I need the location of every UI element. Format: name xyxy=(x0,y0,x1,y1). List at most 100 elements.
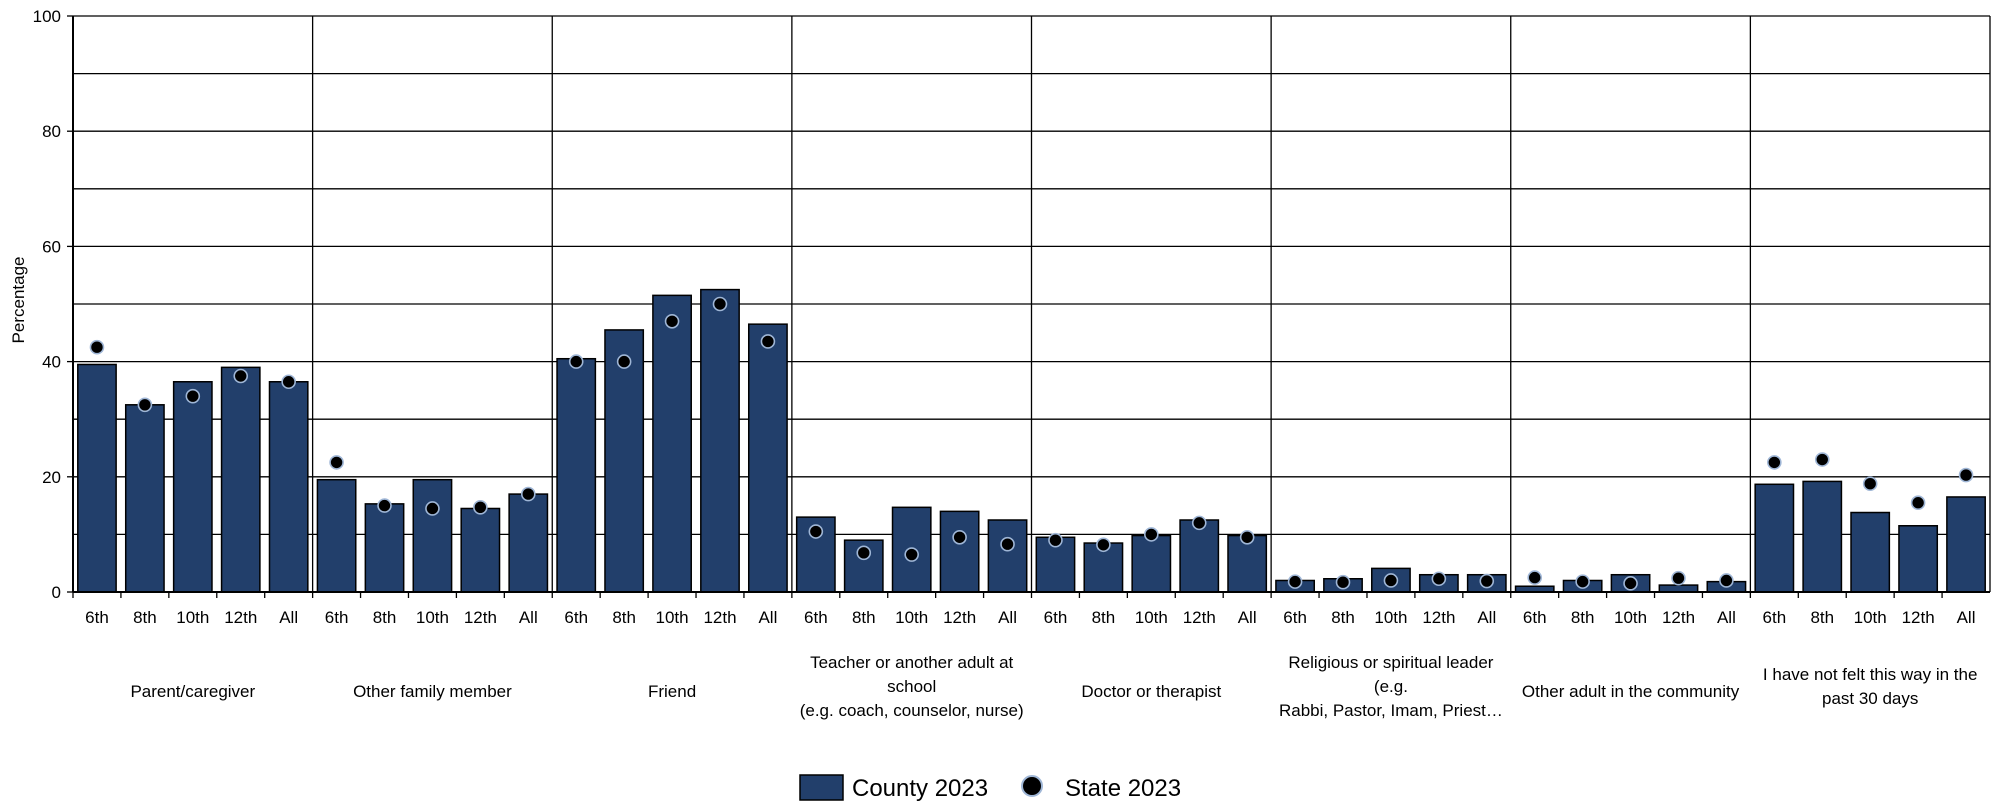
group-label: Other adult in the community xyxy=(1522,682,1740,701)
grid xyxy=(72,15,1991,593)
state-dot xyxy=(1096,537,1111,553)
legend-label-county: County 2023 xyxy=(852,775,988,802)
x-tick-label: 8th xyxy=(852,608,876,627)
state-dot xyxy=(1623,576,1638,591)
state-dot xyxy=(664,313,680,329)
state-dot xyxy=(377,498,392,513)
x-tick-label: 12th xyxy=(943,608,976,627)
state-dot xyxy=(1287,574,1303,589)
group-label: Friend xyxy=(648,682,696,701)
county-bar xyxy=(412,478,453,593)
legend: County 2023 State 2023 xyxy=(799,774,1181,802)
x-tick-label: 6th xyxy=(325,608,349,627)
y-tick-label: 80 xyxy=(42,122,61,141)
county-bar xyxy=(364,503,405,593)
y-tick-label: 0 xyxy=(52,583,61,602)
state-dot xyxy=(1910,495,1926,511)
x-tick-label: All xyxy=(758,608,777,627)
x-tick-label: All xyxy=(1717,608,1736,627)
state-dot xyxy=(1431,571,1447,587)
x-tick-label: 10th xyxy=(656,608,689,627)
x-tick-label: 8th xyxy=(612,608,636,627)
state-dot xyxy=(329,455,344,470)
x-tick-label: 6th xyxy=(1283,608,1307,627)
group-label: I have not felt this way in the xyxy=(1763,665,1978,684)
y-axis-title: Percentage xyxy=(9,257,28,344)
state-dot xyxy=(856,545,872,561)
state-dot xyxy=(1862,476,1878,492)
x-tick-label: 8th xyxy=(373,608,397,627)
group-label: (e.g. xyxy=(1374,677,1408,696)
state-dot xyxy=(616,354,632,369)
state-dots xyxy=(89,296,1974,591)
state-dot xyxy=(1048,532,1063,548)
y-tick-label: 20 xyxy=(42,468,61,487)
county-bar xyxy=(508,493,549,593)
group-label: (e.g. coach, counselor, nurse) xyxy=(800,701,1024,720)
county-bar xyxy=(747,323,788,593)
state-dot xyxy=(1814,452,1830,467)
state-dot xyxy=(1383,573,1399,588)
x-tick-label: 6th xyxy=(85,608,109,627)
county-bar xyxy=(1946,496,1986,593)
state-dot xyxy=(904,547,919,562)
x-tick-label: All xyxy=(998,608,1017,627)
x-tick-label: 12th xyxy=(1902,608,1935,627)
state-dot xyxy=(1239,529,1255,545)
y-tick-label: 100 xyxy=(33,7,61,26)
state-dot xyxy=(1191,515,1207,531)
county-bar xyxy=(1131,534,1172,593)
state-dot xyxy=(425,501,440,516)
state-dot xyxy=(760,334,776,349)
group-label: Rabbi, Pastor, Imam, Priest… xyxy=(1279,701,1503,720)
state-dot xyxy=(89,339,105,355)
group-label: Doctor or therapist xyxy=(1081,682,1221,701)
x-tick-label: All xyxy=(1238,608,1257,627)
legend-label-state: State 2023 xyxy=(1065,775,1181,802)
county-bar xyxy=(1179,519,1220,593)
county-bar xyxy=(1658,584,1699,593)
y-tick-label: 60 xyxy=(42,237,61,256)
county-bar xyxy=(1227,534,1268,593)
county-bar xyxy=(268,381,309,593)
state-dot xyxy=(952,529,967,545)
legend-swatch-county xyxy=(799,774,844,801)
county-bar xyxy=(1850,511,1891,593)
x-tick-label: 12th xyxy=(1662,608,1695,627)
state-dot xyxy=(1000,536,1015,552)
axes xyxy=(67,15,1990,598)
county-bars xyxy=(77,288,1986,593)
state-dot xyxy=(473,500,488,515)
x-tick-label: 10th xyxy=(1854,608,1887,627)
x-tick-label: 10th xyxy=(895,608,928,627)
x-tick-label: 12th xyxy=(464,608,497,627)
county-bar xyxy=(1754,483,1795,593)
state-dot xyxy=(233,368,249,384)
x-tick-label: 10th xyxy=(176,608,209,627)
y-tick-label: 40 xyxy=(42,353,61,372)
county-bar xyxy=(77,363,117,593)
state-dot xyxy=(137,397,153,413)
x-tick-label: 6th xyxy=(564,608,588,627)
x-tick-label: All xyxy=(279,608,298,627)
state-dot xyxy=(808,524,824,539)
x-tick-label: 8th xyxy=(1810,608,1834,627)
state-dot xyxy=(1719,573,1734,588)
x-tick-label: 10th xyxy=(1374,608,1407,627)
x-tick-label: 6th xyxy=(1763,608,1787,627)
legend-swatch-state xyxy=(1021,775,1043,797)
x-tick-label: All xyxy=(1957,608,1976,627)
group-label: Other family member xyxy=(353,682,512,701)
group-labels: Parent/caregiver Other family member Frien… xyxy=(130,653,1977,720)
county-bar xyxy=(1802,480,1843,593)
x-tick-label: 10th xyxy=(416,608,449,627)
state-dot xyxy=(1958,467,1974,483)
tick-labels: 0 20 40 60 80 100 6th 8th 10th 12th All 6th 8th 10th 1… xyxy=(33,7,1976,627)
county-bar xyxy=(987,519,1028,593)
state-dot xyxy=(1575,574,1590,589)
x-tick-label: 12th xyxy=(1422,608,1455,627)
county-bar xyxy=(1898,525,1939,593)
x-tick-label: 8th xyxy=(133,608,157,627)
x-tick-label: 8th xyxy=(1331,608,1355,627)
